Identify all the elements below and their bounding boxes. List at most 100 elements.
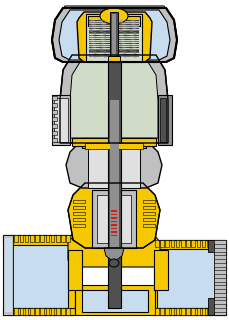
Bar [73, 224, 85, 227]
Bar [217, 308, 221, 315]
Bar [208, 298, 226, 315]
Bar [85, 143, 143, 149]
Bar [52, 117, 57, 121]
Bar [82, 290, 148, 312]
Bar [52, 103, 57, 107]
Ellipse shape [100, 8, 128, 24]
Polygon shape [68, 250, 82, 290]
Bar [3, 308, 75, 315]
Bar [160, 308, 164, 315]
Bar [108, 56, 120, 62]
Bar [14, 308, 18, 315]
Bar [51, 235, 54, 242]
Bar [52, 131, 57, 135]
Polygon shape [60, 55, 168, 143]
Bar [89, 39, 139, 40]
Ellipse shape [109, 259, 119, 267]
Bar [40, 235, 44, 242]
Bar [89, 51, 139, 52]
Bar [82, 138, 146, 148]
Bar [111, 213, 117, 215]
Polygon shape [68, 235, 160, 267]
Bar [89, 56, 139, 57]
Bar [89, 22, 139, 23]
Bar [4, 308, 8, 315]
Bar [214, 255, 226, 259]
Bar [89, 29, 139, 31]
Bar [56, 308, 60, 315]
Bar [111, 210, 117, 212]
Bar [10, 240, 68, 308]
Bar [214, 270, 226, 274]
Bar [155, 308, 158, 315]
Bar [89, 31, 139, 33]
Bar [52, 110, 57, 114]
Polygon shape [59, 10, 170, 60]
Bar [155, 240, 158, 247]
Bar [73, 212, 85, 215]
Bar [75, 285, 155, 315]
Polygon shape [104, 248, 124, 262]
Bar [30, 235, 33, 242]
Bar [89, 20, 139, 21]
Bar [35, 308, 39, 315]
Bar [92, 190, 136, 248]
Bar [61, 235, 65, 242]
Polygon shape [154, 250, 168, 290]
Bar [214, 240, 226, 315]
Bar [35, 235, 39, 242]
Bar [52, 96, 57, 100]
Bar [191, 308, 195, 315]
Bar [181, 240, 185, 247]
Bar [165, 240, 169, 247]
Bar [214, 240, 226, 244]
Bar [154, 308, 226, 315]
Bar [212, 308, 216, 315]
Bar [108, 48, 121, 308]
Bar [52, 95, 70, 145]
Bar [56, 235, 60, 242]
Bar [97, 195, 131, 243]
Bar [186, 308, 190, 315]
Bar [30, 308, 33, 315]
Bar [88, 16, 140, 26]
Bar [20, 235, 23, 242]
Bar [171, 308, 174, 315]
Bar [202, 240, 205, 247]
Bar [154, 240, 226, 249]
Bar [73, 206, 85, 209]
Bar [9, 308, 13, 315]
Bar [197, 240, 200, 247]
Polygon shape [3, 235, 75, 315]
Bar [46, 308, 49, 315]
Bar [5, 238, 12, 312]
Bar [61, 308, 65, 315]
Bar [176, 240, 179, 247]
Bar [202, 308, 205, 315]
Bar [143, 212, 155, 215]
Polygon shape [54, 6, 175, 60]
Bar [66, 235, 70, 242]
Polygon shape [68, 183, 160, 248]
Bar [214, 300, 226, 304]
Bar [207, 308, 210, 315]
Bar [143, 224, 155, 227]
Bar [9, 235, 13, 242]
Bar [89, 33, 139, 35]
Bar [25, 235, 28, 242]
Bar [176, 308, 179, 315]
Bar [165, 308, 169, 315]
Bar [73, 200, 85, 203]
Bar [89, 28, 139, 29]
Bar [110, 100, 119, 260]
Polygon shape [154, 240, 226, 315]
Bar [89, 54, 139, 55]
Bar [207, 240, 210, 247]
Bar [73, 218, 85, 221]
Bar [214, 285, 226, 289]
Bar [110, 12, 118, 62]
Bar [111, 235, 117, 236]
Polygon shape [66, 140, 162, 188]
Bar [51, 308, 54, 315]
Polygon shape [52, 8, 177, 62]
